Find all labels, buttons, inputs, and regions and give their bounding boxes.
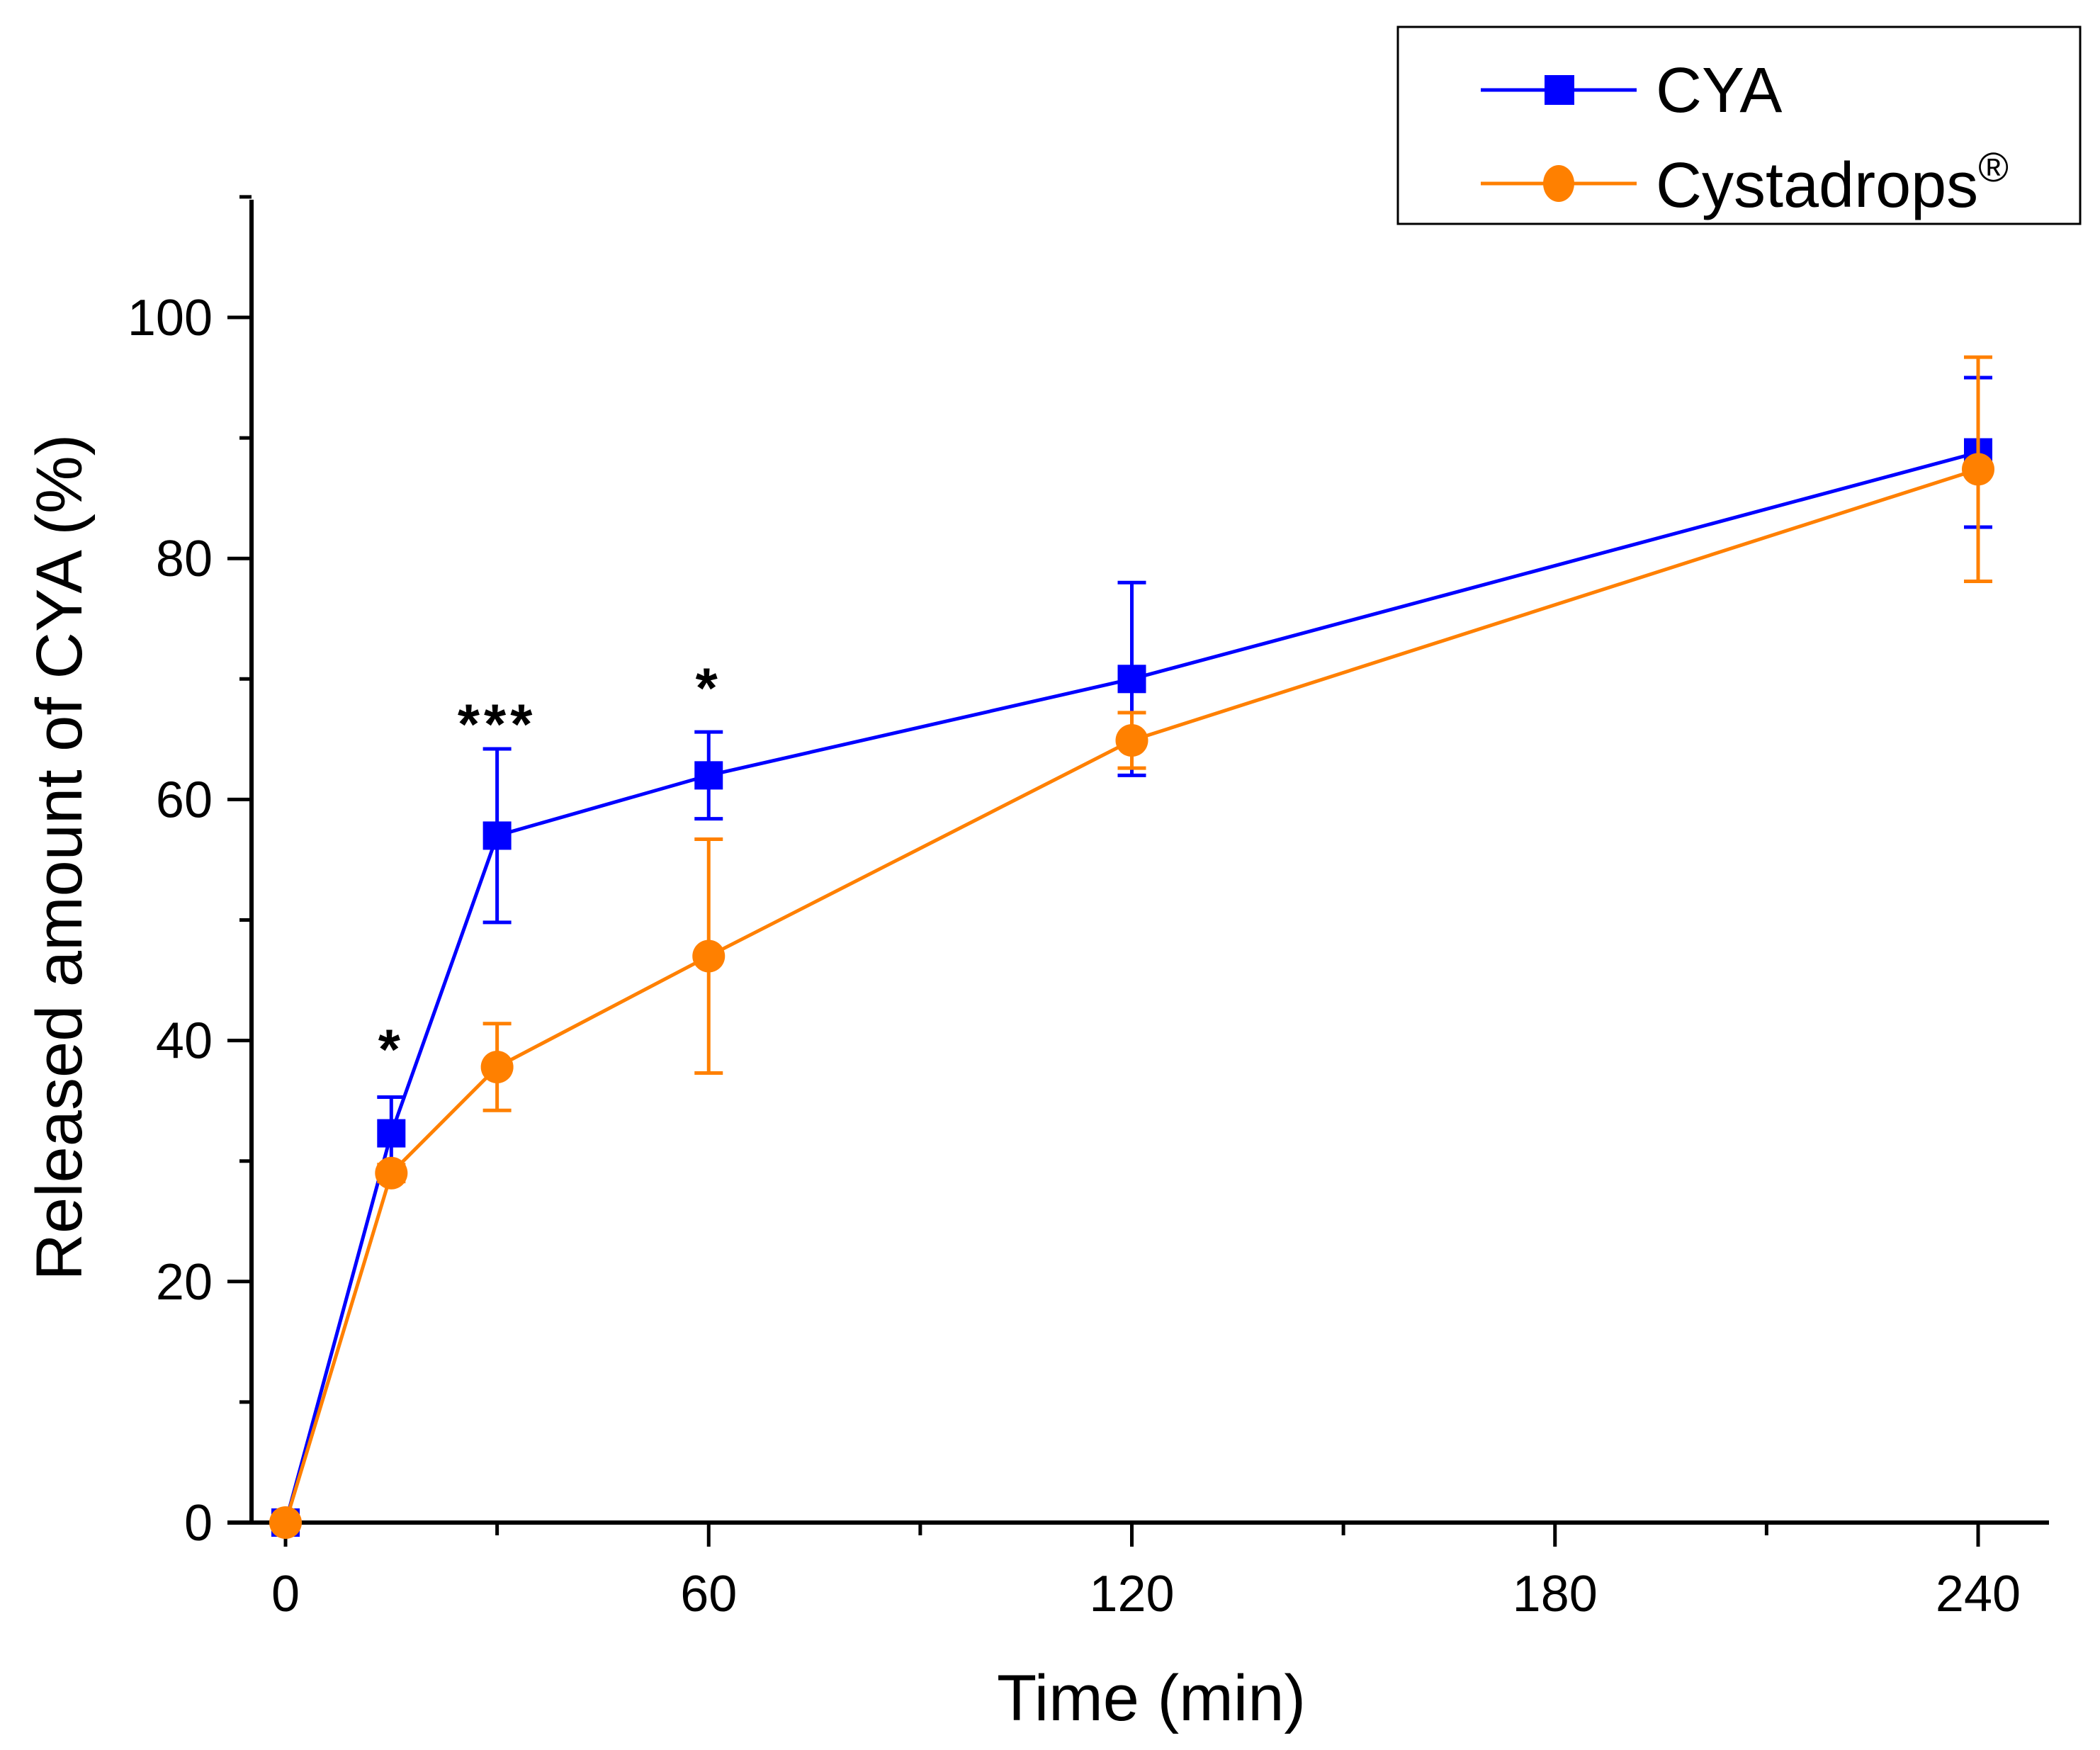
significance-marker: * bbox=[696, 656, 722, 719]
axes: 0 20 40 60 80 100 0 60 120 180 240 bbox=[128, 195, 2049, 1622]
x-tick-label: 120 bbox=[1089, 1566, 1174, 1622]
legend-label-cystadrops: Cystadrops® bbox=[1656, 145, 2009, 221]
x-axis-title: Time (min) bbox=[997, 1662, 1306, 1734]
y-axis-title: Released amount of CYA (%) bbox=[23, 434, 96, 1281]
data-point-square bbox=[694, 761, 723, 790]
significance-marker: * bbox=[378, 1018, 405, 1081]
data-point-square bbox=[482, 821, 512, 850]
significance-marker: *** bbox=[458, 692, 536, 755]
x-tick-label: 60 bbox=[680, 1566, 737, 1622]
x-tick-label: 240 bbox=[1936, 1566, 2021, 1622]
data-point-square bbox=[1117, 665, 1146, 694]
data-point-circle bbox=[480, 1051, 514, 1084]
series-layer bbox=[269, 355, 1994, 1539]
y-tick-label: 80 bbox=[156, 531, 213, 587]
legend-label-cystadrops-sup: ® bbox=[1978, 145, 2009, 191]
legend-marker-cya bbox=[1545, 75, 1574, 105]
x-tick-label: 0 bbox=[271, 1566, 300, 1622]
series-cya bbox=[271, 376, 1992, 1537]
data-point-circle bbox=[269, 1506, 302, 1539]
data-point-circle bbox=[692, 939, 726, 973]
data-point-circle bbox=[1115, 724, 1148, 757]
y-tick-label: 20 bbox=[156, 1254, 213, 1311]
legend-box bbox=[1396, 26, 2082, 225]
y-tick-label: 60 bbox=[156, 772, 213, 828]
data-point-circle bbox=[375, 1156, 408, 1190]
series-line bbox=[283, 467, 1979, 1523]
series-cystadrops bbox=[269, 355, 1994, 1539]
x-tick-label: 180 bbox=[1513, 1566, 1598, 1622]
y-tick-label: 40 bbox=[156, 1013, 213, 1070]
y-tick-label: 0 bbox=[184, 1495, 213, 1552]
legend-label-cya: CYA bbox=[1656, 55, 1782, 126]
y-tick-label: 100 bbox=[128, 290, 213, 346]
legend-label-cystadrops-text: Cystadrops bbox=[1656, 150, 1978, 221]
data-point-circle bbox=[1962, 453, 1994, 486]
legend-marker-cystadrops bbox=[1543, 165, 1574, 202]
annotations: ***** bbox=[378, 656, 722, 1081]
series-line bbox=[283, 451, 1979, 1523]
legend: CYA Cystadrops® bbox=[1396, 26, 2082, 225]
data-point-square bbox=[377, 1119, 406, 1148]
